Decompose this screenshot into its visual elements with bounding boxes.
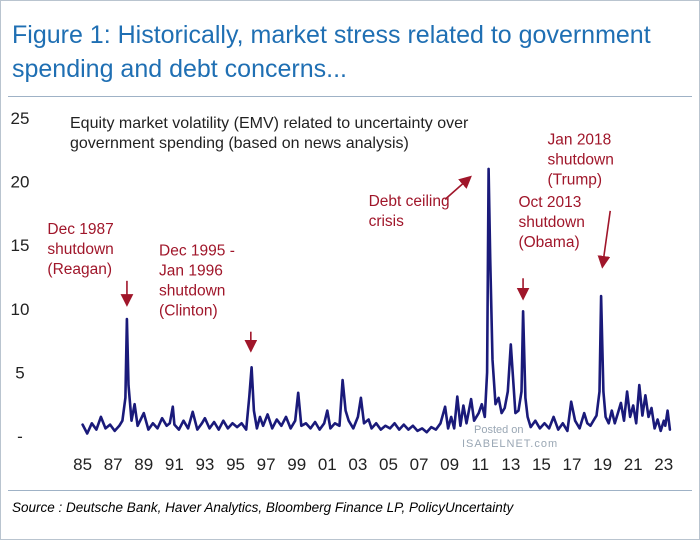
x-tick-label: 19 [593, 455, 612, 474]
x-tick-label: 85 [73, 455, 92, 474]
x-tick-label: 23 [654, 455, 673, 474]
chart-subtitle-line-1: Equity market volatility (EMV) related t… [70, 115, 469, 132]
x-tick-label: 17 [563, 455, 582, 474]
x-tick-label: 95 [226, 455, 245, 474]
x-tick-label: 99 [287, 455, 306, 474]
x-tick-label: 89 [134, 455, 153, 474]
annotation-label: Oct 2013 shutdown (Obama) [518, 194, 584, 251]
x-tick-label: 87 [104, 455, 123, 474]
x-tick-label: 93 [195, 455, 214, 474]
y-tick-label: 15 [11, 236, 30, 255]
annotation-label: Debt ceiling crisis [369, 193, 450, 230]
x-tick-label: 03 [348, 455, 367, 474]
annotation-arrow [444, 175, 472, 201]
annotation-label: Jan 2018 shutdown (Trump) [548, 132, 614, 189]
x-axis: 85 87 89 91 93 95 97 99 01 03 05 07 09 11 13 15 17 19 21 23 [73, 455, 673, 474]
x-tick-label: 21 [624, 455, 643, 474]
source-note: Source : Deutsche Bank, Haver Analytics,… [12, 500, 514, 515]
y-tick-label: 5 [15, 363, 24, 382]
watermark-posted: Posted on [474, 424, 524, 436]
x-tick-label: 91 [165, 455, 184, 474]
x-tick-label: 97 [257, 455, 276, 474]
source-divider [8, 490, 692, 491]
x-tick-label: 13 [501, 455, 520, 474]
annotation-label: Dec 1995 -Jan 1996 shutdown (Clinton) [159, 242, 235, 319]
chart-subtitle-line-2: government spending (based on news analy… [70, 135, 409, 152]
y-tick-label: 25 [11, 109, 30, 128]
series-line [81, 167, 672, 435]
annotation-arrow [597, 210, 612, 269]
x-tick-label: 05 [379, 455, 398, 474]
annotation-label: Dec 1987 shutdown (Reagan) [47, 221, 113, 278]
x-tick-label: 11 [471, 455, 489, 474]
figure-title: Figure 1: Historically, market stress re… [12, 21, 651, 83]
y-tick-label: - [17, 427, 23, 446]
emv-line-chart: Equity market volatility (EMV) related t… [11, 109, 674, 474]
x-tick-label: 09 [440, 455, 459, 474]
x-tick-label: 07 [410, 455, 429, 474]
y-tick-label: 10 [11, 300, 30, 319]
x-tick-label: 01 [318, 455, 337, 474]
title-divider [8, 96, 692, 97]
y-tick-label: 20 [11, 173, 30, 192]
watermark-site: ISABELNET.com [462, 438, 559, 450]
y-axis: - 5 10 15 20 25 [11, 109, 30, 446]
x-tick-label: 15 [532, 455, 551, 474]
series-layer [81, 167, 672, 435]
annotations-layer: Dec 1987 shutdown (Reagan) Dec 1995 -Jan 19… [47, 132, 614, 353]
